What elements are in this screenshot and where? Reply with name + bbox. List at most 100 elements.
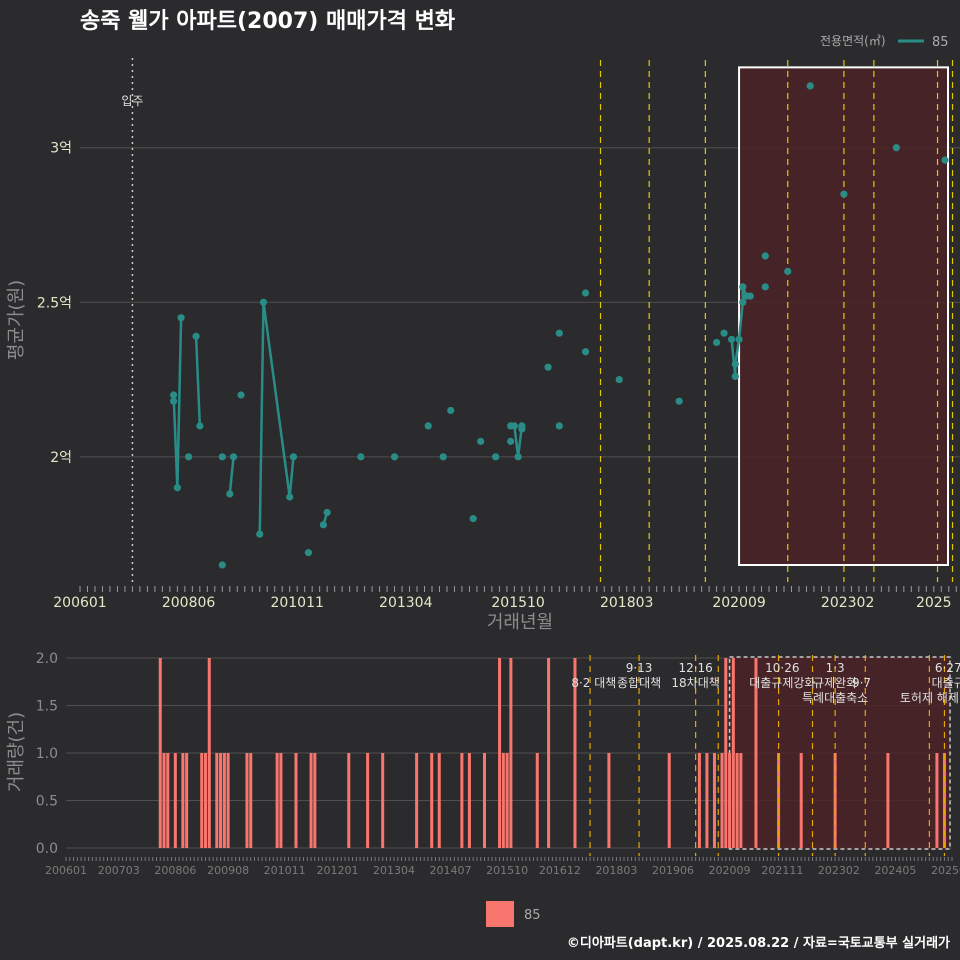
chart-title: 송죽 웰가 아파트(2007) 매매가격 변화 bbox=[80, 9, 455, 34]
price-point bbox=[675, 397, 683, 405]
price-line-segment bbox=[734, 339, 741, 365]
volume-bar bbox=[275, 753, 279, 848]
volume-bar bbox=[219, 753, 223, 848]
volume-bar bbox=[705, 753, 709, 848]
price-legend: 전용면적(㎡) 85 bbox=[820, 34, 949, 50]
volume-bar bbox=[735, 753, 739, 848]
price-line-segment bbox=[258, 302, 265, 535]
price-point bbox=[196, 422, 204, 430]
volume-bar bbox=[505, 753, 509, 848]
volume-bar bbox=[415, 753, 419, 848]
volume-x-tick-label: 200806 bbox=[154, 864, 196, 877]
volume-bar bbox=[347, 753, 351, 848]
policy-label: 종합대책 bbox=[617, 675, 661, 690]
volume-bar bbox=[712, 753, 716, 848]
volume-bar bbox=[535, 753, 539, 848]
volume-bar bbox=[467, 753, 471, 848]
volume-bar bbox=[720, 753, 724, 848]
price-point bbox=[323, 508, 331, 517]
price-point bbox=[237, 391, 245, 399]
volume-bar bbox=[181, 753, 185, 848]
price-point bbox=[177, 314, 185, 322]
volume-y-tick-label: 0.0 bbox=[36, 841, 58, 857]
volume-x-tick-label: 202302 bbox=[818, 864, 860, 877]
volume-bar bbox=[215, 753, 219, 848]
policy-label: 대출규 bbox=[932, 676, 960, 690]
volume-bar bbox=[935, 753, 939, 848]
price-line-segment bbox=[288, 456, 295, 498]
price-point bbox=[319, 521, 328, 529]
price-point bbox=[256, 530, 264, 538]
price-y-axis-label: 평균가(원) bbox=[6, 280, 27, 360]
price-point bbox=[192, 332, 200, 340]
price-point bbox=[544, 363, 552, 371]
volume-bar bbox=[366, 753, 370, 848]
volume-bar bbox=[309, 753, 313, 848]
price-point bbox=[447, 406, 455, 415]
price-point bbox=[581, 348, 590, 356]
volume-bar bbox=[724, 658, 728, 848]
volume-bar bbox=[207, 658, 211, 848]
price-point bbox=[731, 360, 739, 368]
price-point bbox=[286, 493, 294, 501]
price-point bbox=[720, 329, 728, 337]
move-in-label: 입주 bbox=[121, 94, 143, 108]
volume-bar bbox=[607, 753, 611, 848]
volume-x-tick-label: 201510 bbox=[486, 864, 528, 877]
volume-y-tick-label: 2.0 bbox=[36, 651, 58, 667]
price-x-tick-label: 201304 bbox=[379, 595, 433, 611]
price-point bbox=[390, 453, 399, 461]
volume-bar bbox=[294, 753, 298, 848]
price-x-tick-label: 201803 bbox=[600, 595, 653, 611]
volume-bar bbox=[460, 753, 464, 848]
volume-bar bbox=[697, 753, 701, 848]
volume-bar bbox=[886, 753, 890, 848]
price-line-segment bbox=[737, 302, 745, 340]
volume-x-tick-label: 202405 bbox=[874, 864, 916, 877]
volume-highlight-box bbox=[728, 656, 951, 850]
policy-label: 18차대책 bbox=[671, 675, 719, 690]
price-chart: 2억 2.5억 3억 입주 200601 200806 201011 201304 201510… bbox=[6, 58, 960, 633]
volume-legend: 85 bbox=[486, 901, 541, 927]
policy-label: 규제완화 bbox=[813, 676, 857, 690]
price-point bbox=[184, 453, 193, 461]
price-point bbox=[761, 252, 769, 260]
price-point bbox=[784, 267, 792, 275]
price-point bbox=[424, 422, 432, 430]
volume-bar bbox=[313, 753, 317, 848]
price-point bbox=[941, 156, 949, 164]
price-point bbox=[761, 283, 769, 291]
volume-bar bbox=[162, 753, 166, 848]
price-point bbox=[357, 453, 365, 461]
volume-bar bbox=[166, 753, 170, 848]
price-point bbox=[492, 453, 500, 461]
price-point bbox=[477, 437, 485, 445]
price-point bbox=[304, 549, 313, 557]
price-point bbox=[170, 391, 178, 399]
price-x-tick-label: 202302 bbox=[821, 595, 874, 611]
volume-bar bbox=[728, 753, 732, 848]
price-line-segment bbox=[176, 317, 183, 488]
volume-bar bbox=[437, 753, 441, 848]
volume-x-tick-label: 202009 bbox=[709, 864, 751, 877]
policy-label: 1·3 bbox=[826, 661, 845, 675]
price-point bbox=[892, 144, 900, 152]
volume-bar bbox=[200, 753, 204, 848]
volume-bar bbox=[249, 753, 253, 848]
price-x-tick-label: 200601 bbox=[53, 595, 106, 611]
policy-label: 10·26 bbox=[765, 661, 799, 675]
price-point bbox=[746, 292, 754, 300]
price-line-segment bbox=[194, 336, 202, 426]
volume-bar bbox=[573, 658, 577, 848]
price-point bbox=[518, 425, 526, 433]
price-point bbox=[469, 515, 477, 523]
volume-bar bbox=[245, 753, 249, 848]
volume-y-tick-label: 1.0 bbox=[36, 746, 58, 762]
policy-label: 9·7 bbox=[852, 676, 871, 690]
price-point bbox=[840, 190, 848, 198]
price-y-tick-label: 2.5억 bbox=[37, 295, 72, 311]
policy-label: 9·13 bbox=[626, 661, 653, 675]
policy-label: 토허제 해제 bbox=[900, 691, 959, 705]
price-point bbox=[739, 298, 747, 306]
price-point bbox=[712, 338, 721, 347]
